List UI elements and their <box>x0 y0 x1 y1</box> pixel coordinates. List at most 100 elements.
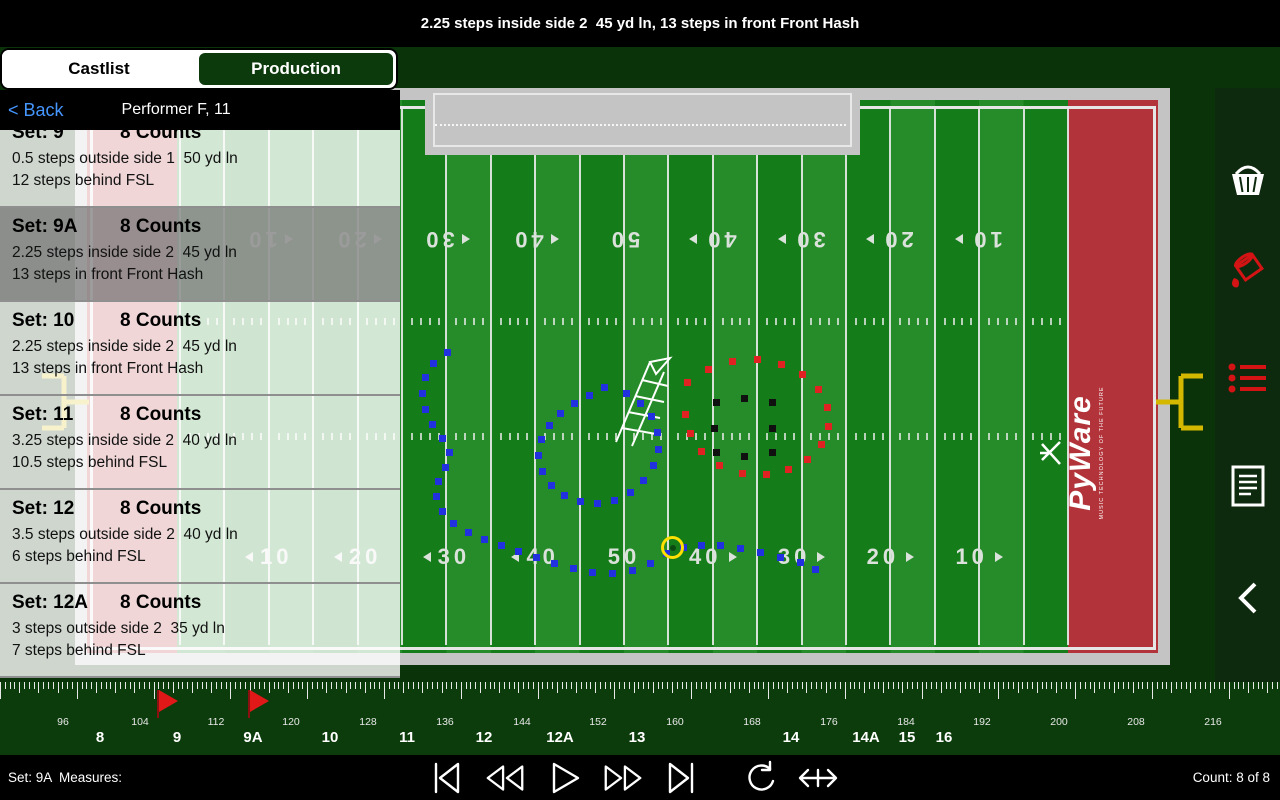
performer-dot-blue[interactable] <box>444 349 451 356</box>
performer-dot-blue[interactable] <box>797 559 804 566</box>
performer-dot-blue[interactable] <box>450 520 457 527</box>
drill-list-tool-button[interactable] <box>1220 350 1276 406</box>
performer-dot-blue[interactable] <box>439 435 446 442</box>
performer-dot-blue[interactable] <box>777 554 784 561</box>
back-button[interactable]: < Back <box>8 99 64 120</box>
performer-dot-blue[interactable] <box>435 478 442 485</box>
play-button[interactable] <box>541 760 587 796</box>
timeline-ruler[interactable]: 96 104 112 120 128 136 144 152 160 168 176 184 192 20… <box>0 682 1280 755</box>
set-number[interactable]: 8 <box>95 729 105 746</box>
set-number[interactable]: 13 <box>628 729 646 746</box>
performer-dot-red[interactable] <box>705 366 712 373</box>
performer-dot-red[interactable] <box>684 379 691 386</box>
performer-dot-blue[interactable] <box>551 560 558 567</box>
performer-dot-blue[interactable] <box>539 468 546 475</box>
performer-dot-blue[interactable] <box>648 413 655 420</box>
set-number[interactable]: 15 <box>898 729 916 746</box>
tab-castlist[interactable]: Castlist <box>2 50 196 88</box>
performer-dot-blue[interactable] <box>629 567 636 574</box>
paint-tool-button[interactable] <box>1220 240 1276 296</box>
performer-dot-red[interactable] <box>729 358 736 365</box>
set-flag-marker[interactable] <box>248 690 270 718</box>
performer-dot-black[interactable] <box>769 449 776 456</box>
set-number[interactable]: 14A <box>852 729 880 746</box>
performer-dot-black[interactable] <box>713 399 720 406</box>
tab-production[interactable]: Production <box>197 51 395 87</box>
step-size-button[interactable] <box>795 760 841 796</box>
skip-to-start-button[interactable] <box>423 760 469 796</box>
performer-dot-blue[interactable] <box>594 500 601 507</box>
set-number[interactable]: 12 <box>475 729 493 746</box>
performer-dot-red[interactable] <box>804 456 811 463</box>
performer-dot-red[interactable] <box>698 448 705 455</box>
performer-dot-red[interactable] <box>739 470 746 477</box>
performer-dot-blue[interactable] <box>586 392 593 399</box>
performer-dot-blue[interactable] <box>515 548 522 555</box>
performer-dot-black[interactable] <box>769 399 776 406</box>
set-list-item[interactable]: Set: 9A 8 Counts 2.25 steps inside side … <box>0 208 400 302</box>
performer-dot-blue[interactable] <box>611 497 618 504</box>
performer-dot-black[interactable] <box>711 425 718 432</box>
set-number[interactable]: 10 <box>321 729 339 746</box>
performer-dot-blue[interactable] <box>637 400 644 407</box>
loop-button[interactable] <box>736 760 782 796</box>
performer-dot-blue[interactable] <box>548 482 555 489</box>
performer-dot-red[interactable] <box>763 471 770 478</box>
performer-dot-blue[interactable] <box>737 545 744 552</box>
performer-dot-blue[interactable] <box>439 508 446 515</box>
performer-dot-red[interactable] <box>778 361 785 368</box>
performer-dot-red[interactable] <box>799 371 806 378</box>
performer-dot-blue[interactable] <box>698 542 705 549</box>
performer-dot-blue[interactable] <box>623 390 630 397</box>
performer-dot-blue[interactable] <box>538 436 545 443</box>
performer-dot-blue[interactable] <box>419 390 426 397</box>
performer-dot-blue[interactable] <box>609 570 616 577</box>
performer-dot-blue[interactable] <box>812 566 819 573</box>
performer-dot-blue[interactable] <box>655 446 662 453</box>
performer-dot-blue[interactable] <box>561 492 568 499</box>
selected-performer-marker[interactable] <box>661 536 684 559</box>
performer-dot-blue[interactable] <box>546 422 553 429</box>
performer-dot-blue[interactable] <box>589 569 596 576</box>
performer-dot-red[interactable] <box>785 466 792 473</box>
performer-dot-red[interactable] <box>825 423 832 430</box>
performer-dot-blue[interactable] <box>601 384 608 391</box>
collapse-panel-button[interactable] <box>1220 570 1276 626</box>
set-list-item[interactable]: Set: 12A 8 Counts 3 steps outside side 2… <box>0 584 400 678</box>
set-number[interactable]: 9 <box>172 729 182 746</box>
set-number[interactable]: 14 <box>782 729 800 746</box>
performer-dot-blue[interactable] <box>571 400 578 407</box>
performer-dot-blue[interactable] <box>465 529 472 536</box>
performer-dot-red[interactable] <box>754 356 761 363</box>
performer-dot-black[interactable] <box>741 453 748 460</box>
performer-dot-blue[interactable] <box>557 410 564 417</box>
basket-tool-button[interactable] <box>1220 150 1276 206</box>
performer-dot-blue[interactable] <box>481 536 488 543</box>
performer-dot-blue[interactable] <box>533 554 540 561</box>
performer-dot-blue[interactable] <box>498 542 505 549</box>
performer-dot-blue[interactable] <box>422 406 429 413</box>
performer-dot-black[interactable] <box>769 425 776 432</box>
performer-dot-blue[interactable] <box>627 489 634 496</box>
performer-dot-red[interactable] <box>815 386 822 393</box>
performer-dot-blue[interactable] <box>647 560 654 567</box>
set-number[interactable]: 9A <box>243 729 263 746</box>
set-number[interactable]: 12A <box>546 729 574 746</box>
performer-dot-red[interactable] <box>682 411 689 418</box>
performer-dot-black[interactable] <box>741 395 748 402</box>
set-flag-marker[interactable] <box>157 690 179 718</box>
performer-dot-red[interactable] <box>716 462 723 469</box>
set-list-item[interactable]: Set: 10 8 Counts 2.25 steps inside side … <box>0 302 400 396</box>
performer-dot-blue[interactable] <box>654 429 661 436</box>
performer-dot-blue[interactable] <box>757 549 764 556</box>
document-tool-button[interactable] <box>1220 458 1276 514</box>
performer-dot-blue[interactable] <box>717 542 724 549</box>
set-number[interactable]: 16 <box>935 729 953 746</box>
performer-dot-blue[interactable] <box>429 421 436 428</box>
performer-dot-red[interactable] <box>818 441 825 448</box>
rewind-button[interactable] <box>482 760 528 796</box>
fast-forward-button[interactable] <box>600 760 646 796</box>
performer-dot-blue[interactable] <box>430 360 437 367</box>
performer-dot-blue[interactable] <box>433 493 440 500</box>
performer-dot-blue[interactable] <box>535 452 542 459</box>
